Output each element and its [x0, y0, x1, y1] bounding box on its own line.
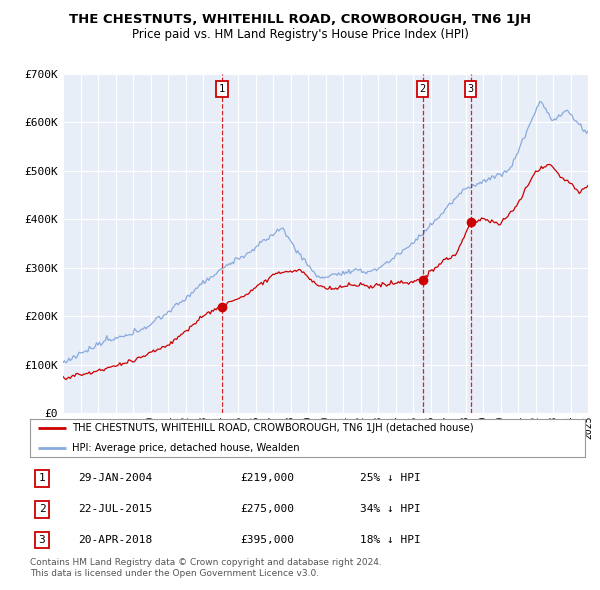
- Text: 2: 2: [419, 84, 426, 94]
- Text: 2: 2: [38, 504, 46, 514]
- Text: 18% ↓ HPI: 18% ↓ HPI: [360, 535, 421, 545]
- Text: THE CHESTNUTS, WHITEHILL ROAD, CROWBOROUGH, TN6 1JH (detached house): THE CHESTNUTS, WHITEHILL ROAD, CROWBOROU…: [71, 424, 473, 434]
- Text: £395,000: £395,000: [240, 535, 294, 545]
- Text: 1: 1: [38, 474, 46, 483]
- Text: 3: 3: [38, 535, 46, 545]
- Text: 22-JUL-2015: 22-JUL-2015: [78, 504, 152, 514]
- Text: 34% ↓ HPI: 34% ↓ HPI: [360, 504, 421, 514]
- Text: Price paid vs. HM Land Registry's House Price Index (HPI): Price paid vs. HM Land Registry's House …: [131, 28, 469, 41]
- Text: £275,000: £275,000: [240, 504, 294, 514]
- Text: HPI: Average price, detached house, Wealden: HPI: Average price, detached house, Weal…: [71, 442, 299, 453]
- Text: 25% ↓ HPI: 25% ↓ HPI: [360, 474, 421, 483]
- Text: THE CHESTNUTS, WHITEHILL ROAD, CROWBOROUGH, TN6 1JH: THE CHESTNUTS, WHITEHILL ROAD, CROWBOROU…: [69, 13, 531, 26]
- Text: 1: 1: [219, 84, 225, 94]
- Text: 3: 3: [467, 84, 474, 94]
- Text: Contains HM Land Registry data © Crown copyright and database right 2024.
This d: Contains HM Land Registry data © Crown c…: [30, 558, 382, 578]
- Text: £219,000: £219,000: [240, 474, 294, 483]
- Text: 29-JAN-2004: 29-JAN-2004: [78, 474, 152, 483]
- Text: 20-APR-2018: 20-APR-2018: [78, 535, 152, 545]
